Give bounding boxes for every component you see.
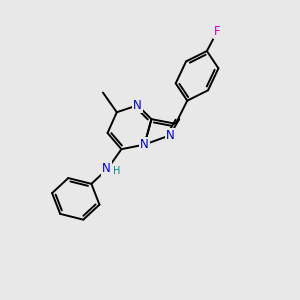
Text: H: H <box>112 166 120 176</box>
Text: N: N <box>102 162 111 175</box>
Text: N: N <box>133 99 142 112</box>
Text: N: N <box>140 138 149 151</box>
Text: N: N <box>166 129 174 142</box>
Text: F: F <box>214 25 220 38</box>
